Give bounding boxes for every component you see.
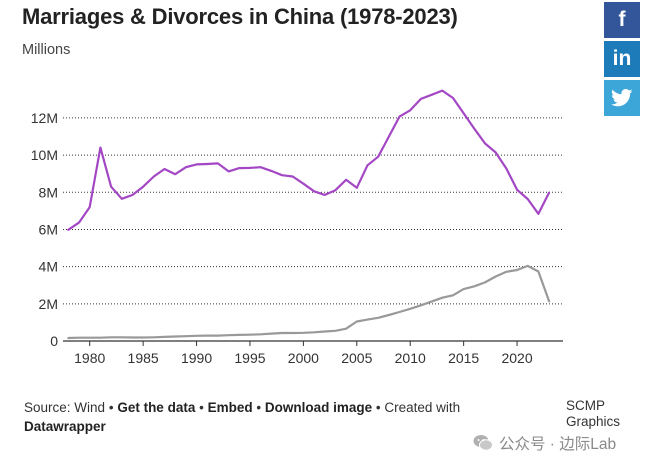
x-tick-label: 2005 — [341, 350, 372, 366]
embed-link[interactable]: Embed — [207, 400, 253, 415]
chart-title: Marriages & Divorces in China (1978-2023… — [22, 4, 458, 29]
divorces-series-line — [67, 264, 551, 340]
line-chart: 0 2M 4M 6M 8M 10M 12M 1980 1985 1990 1995 2000 2005 2… — [31, 89, 563, 366]
watermark-text: 公众号 · 边际Lab — [499, 436, 617, 453]
datawrapper-link[interactable]: Datawrapper — [24, 419, 106, 434]
separator: • — [199, 400, 204, 415]
created-with-text: Created with — [384, 400, 461, 415]
x-tick-label: 1995 — [234, 350, 265, 366]
facebook-icon: f — [618, 8, 626, 31]
y-tick-label: 4M — [39, 259, 58, 275]
linkedin-share-button[interactable]: in — [604, 41, 640, 77]
linkedin-icon: in — [612, 47, 632, 70]
separator: • — [375, 400, 381, 415]
x-tick-label: 2020 — [501, 350, 532, 366]
download-image-link[interactable]: Download image — [264, 400, 373, 415]
y-tick-label: 0 — [50, 333, 58, 349]
y-tick-label: 2M — [39, 296, 58, 312]
get-data-link[interactable]: Get the data — [117, 400, 196, 415]
chart-footer: Source: Wind • Get the data • Embed • Do… — [24, 398, 494, 436]
y-tick-label: 8M — [39, 184, 58, 200]
y-tick-label: 10M — [31, 147, 58, 163]
x-tick-label: 1990 — [181, 350, 212, 366]
x-tick-label: 2000 — [288, 350, 319, 366]
credit-line-1: SCMP — [566, 398, 606, 413]
watermark: 公众号 · 边际Lab — [473, 432, 616, 454]
y-tick-label: 12M — [31, 110, 58, 126]
credit: SCMP Graphics — [566, 398, 622, 430]
separator: • — [256, 400, 262, 415]
marriages-series-line — [67, 89, 551, 231]
x-tick-label: 2015 — [448, 350, 479, 366]
chart-subtitle: Millions — [22, 42, 71, 58]
facebook-share-button[interactable]: f — [604, 2, 640, 38]
y-tick-label: 6M — [39, 221, 58, 237]
source-text: Source: Wind — [24, 400, 106, 415]
separator: • — [108, 400, 114, 415]
x-tick-label: 2010 — [395, 350, 426, 366]
x-tick-label: 1985 — [128, 350, 159, 366]
twitter-icon — [611, 89, 633, 107]
credit-line-2: Graphics — [566, 414, 621, 429]
wechat-icon — [473, 435, 493, 451]
twitter-share-button[interactable] — [604, 80, 640, 116]
x-tick-label: 1980 — [74, 350, 105, 366]
